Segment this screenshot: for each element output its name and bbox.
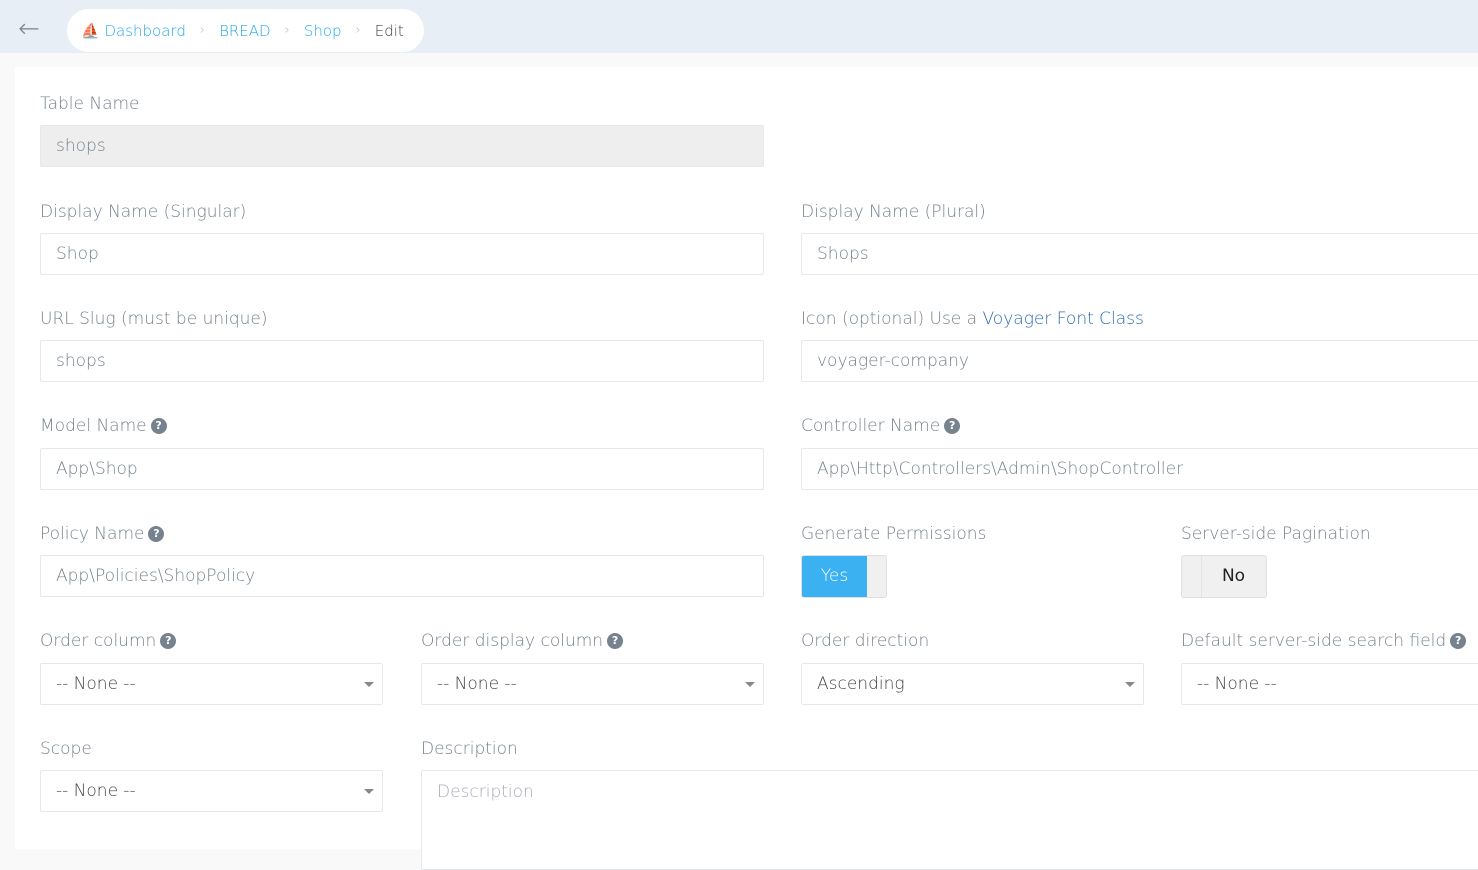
scope-label: Scope — [40, 739, 92, 759]
policy-name-input[interactable]: App\Policies\ShopPolicy — [40, 555, 764, 597]
order-direction-label: Order direction — [801, 631, 930, 651]
slug-label: URL Slug (must be unique) — [40, 309, 268, 329]
order-column-label-text: Order column — [40, 631, 157, 651]
caret-down-icon — [364, 682, 374, 687]
server-pagination-toggle[interactable]: No — [1181, 555, 1267, 598]
toggle-on-label: Yes — [802, 556, 867, 597]
chevron-right-icon: › — [355, 23, 361, 38]
voyager-font-class-link[interactable]: Voyager Font Class — [982, 309, 1144, 329]
order-display-label-text: Order display column — [421, 631, 604, 651]
help-icon[interactable]: ? — [607, 633, 624, 649]
boat-icon: ⛵ — [81, 21, 100, 40]
caret-down-icon — [745, 682, 755, 687]
select-value: -- None -- — [56, 674, 136, 694]
help-icon[interactable]: ? — [148, 526, 165, 542]
slug-input[interactable]: shops — [40, 340, 764, 382]
select-value: -- None -- — [1197, 674, 1277, 694]
controller-name-label: Controller Name? — [801, 416, 961, 440]
server-pagination-label: Server-side Pagination — [1181, 524, 1371, 544]
order-column-label: Order column? — [40, 631, 177, 655]
table-name-label: Table Name — [40, 94, 140, 114]
description-textarea[interactable]: Description — [421, 770, 1478, 870]
select-value: Ascending — [817, 674, 905, 694]
description-label: Description — [421, 739, 518, 759]
breadcrumb-current: Edit — [374, 21, 404, 40]
breadcrumb-shop[interactable]: Shop — [303, 21, 342, 40]
model-label-text: Model Name — [40, 416, 147, 436]
caret-down-icon — [1125, 682, 1135, 687]
select-value: -- None -- — [56, 781, 136, 801]
chevron-right-icon: › — [199, 23, 206, 38]
search-field-label-text: Default server-side search field — [1181, 631, 1447, 651]
icon-label-text: Icon (optional) Use a — [801, 309, 978, 329]
display-plural-input[interactable]: Shops — [801, 233, 1478, 275]
help-icon[interactable]: ? — [1450, 633, 1467, 649]
back-arrow-icon[interactable]: ← — [18, 14, 40, 44]
scope-select[interactable]: -- None -- — [40, 770, 383, 812]
display-singular-label: Display Name (Singular) — [40, 202, 247, 222]
help-icon[interactable]: ? — [150, 418, 167, 434]
icon-input[interactable]: voyager-company — [801, 340, 1478, 382]
description-placeholder: Description — [437, 782, 534, 802]
toggle-off-label: No — [1221, 566, 1246, 586]
breadcrumb-dashboard[interactable]: ⛵ Dashboard — [81, 22, 186, 40]
order-direction-select[interactable]: Ascending — [801, 663, 1144, 705]
icon-label: Icon (optional) Use a Voyager Font Class — [801, 309, 1144, 333]
help-icon[interactable]: ? — [944, 418, 961, 434]
generate-permissions-toggle[interactable]: Yes — [801, 555, 887, 598]
generate-permissions-label: Generate Permissions — [801, 524, 987, 544]
policy-name-label: Policy Name? — [40, 524, 165, 548]
order-display-column-select[interactable]: -- None -- — [421, 663, 764, 705]
controller-name-input[interactable]: App\Http\Controllers\Admin\ShopControlle… — [801, 448, 1478, 490]
controller-label-text: Controller Name — [801, 416, 941, 436]
search-field-select[interactable]: -- None -- — [1181, 663, 1478, 705]
search-field-label: Default server-side search field? — [1181, 631, 1467, 655]
display-singular-input[interactable]: Shop — [40, 233, 764, 275]
order-display-column-label: Order display column? — [421, 631, 624, 655]
breadcrumb: ⛵ Dashboard › BREAD › Shop › Edit — [67, 9, 424, 52]
model-name-input[interactable]: App\Shop — [40, 448, 764, 490]
policy-label-text: Policy Name — [40, 524, 145, 544]
caret-down-icon — [364, 789, 374, 794]
order-column-select[interactable]: -- None -- — [40, 663, 383, 705]
table-name-input[interactable]: shops — [40, 125, 764, 167]
model-name-label: Model Name? — [40, 416, 167, 440]
select-value: -- None -- — [437, 674, 517, 694]
breadcrumb-label: Dashboard — [104, 21, 186, 40]
help-icon[interactable]: ? — [160, 633, 177, 649]
toggle-knob — [1182, 556, 1202, 597]
breadcrumb-bread[interactable]: BREAD — [219, 21, 271, 40]
chevron-right-icon: › — [284, 23, 290, 38]
top-bar: ← ⛵ Dashboard › BREAD › Shop › Edit — [0, 0, 1478, 53]
display-plural-label: Display Name (Plural) — [801, 202, 986, 222]
